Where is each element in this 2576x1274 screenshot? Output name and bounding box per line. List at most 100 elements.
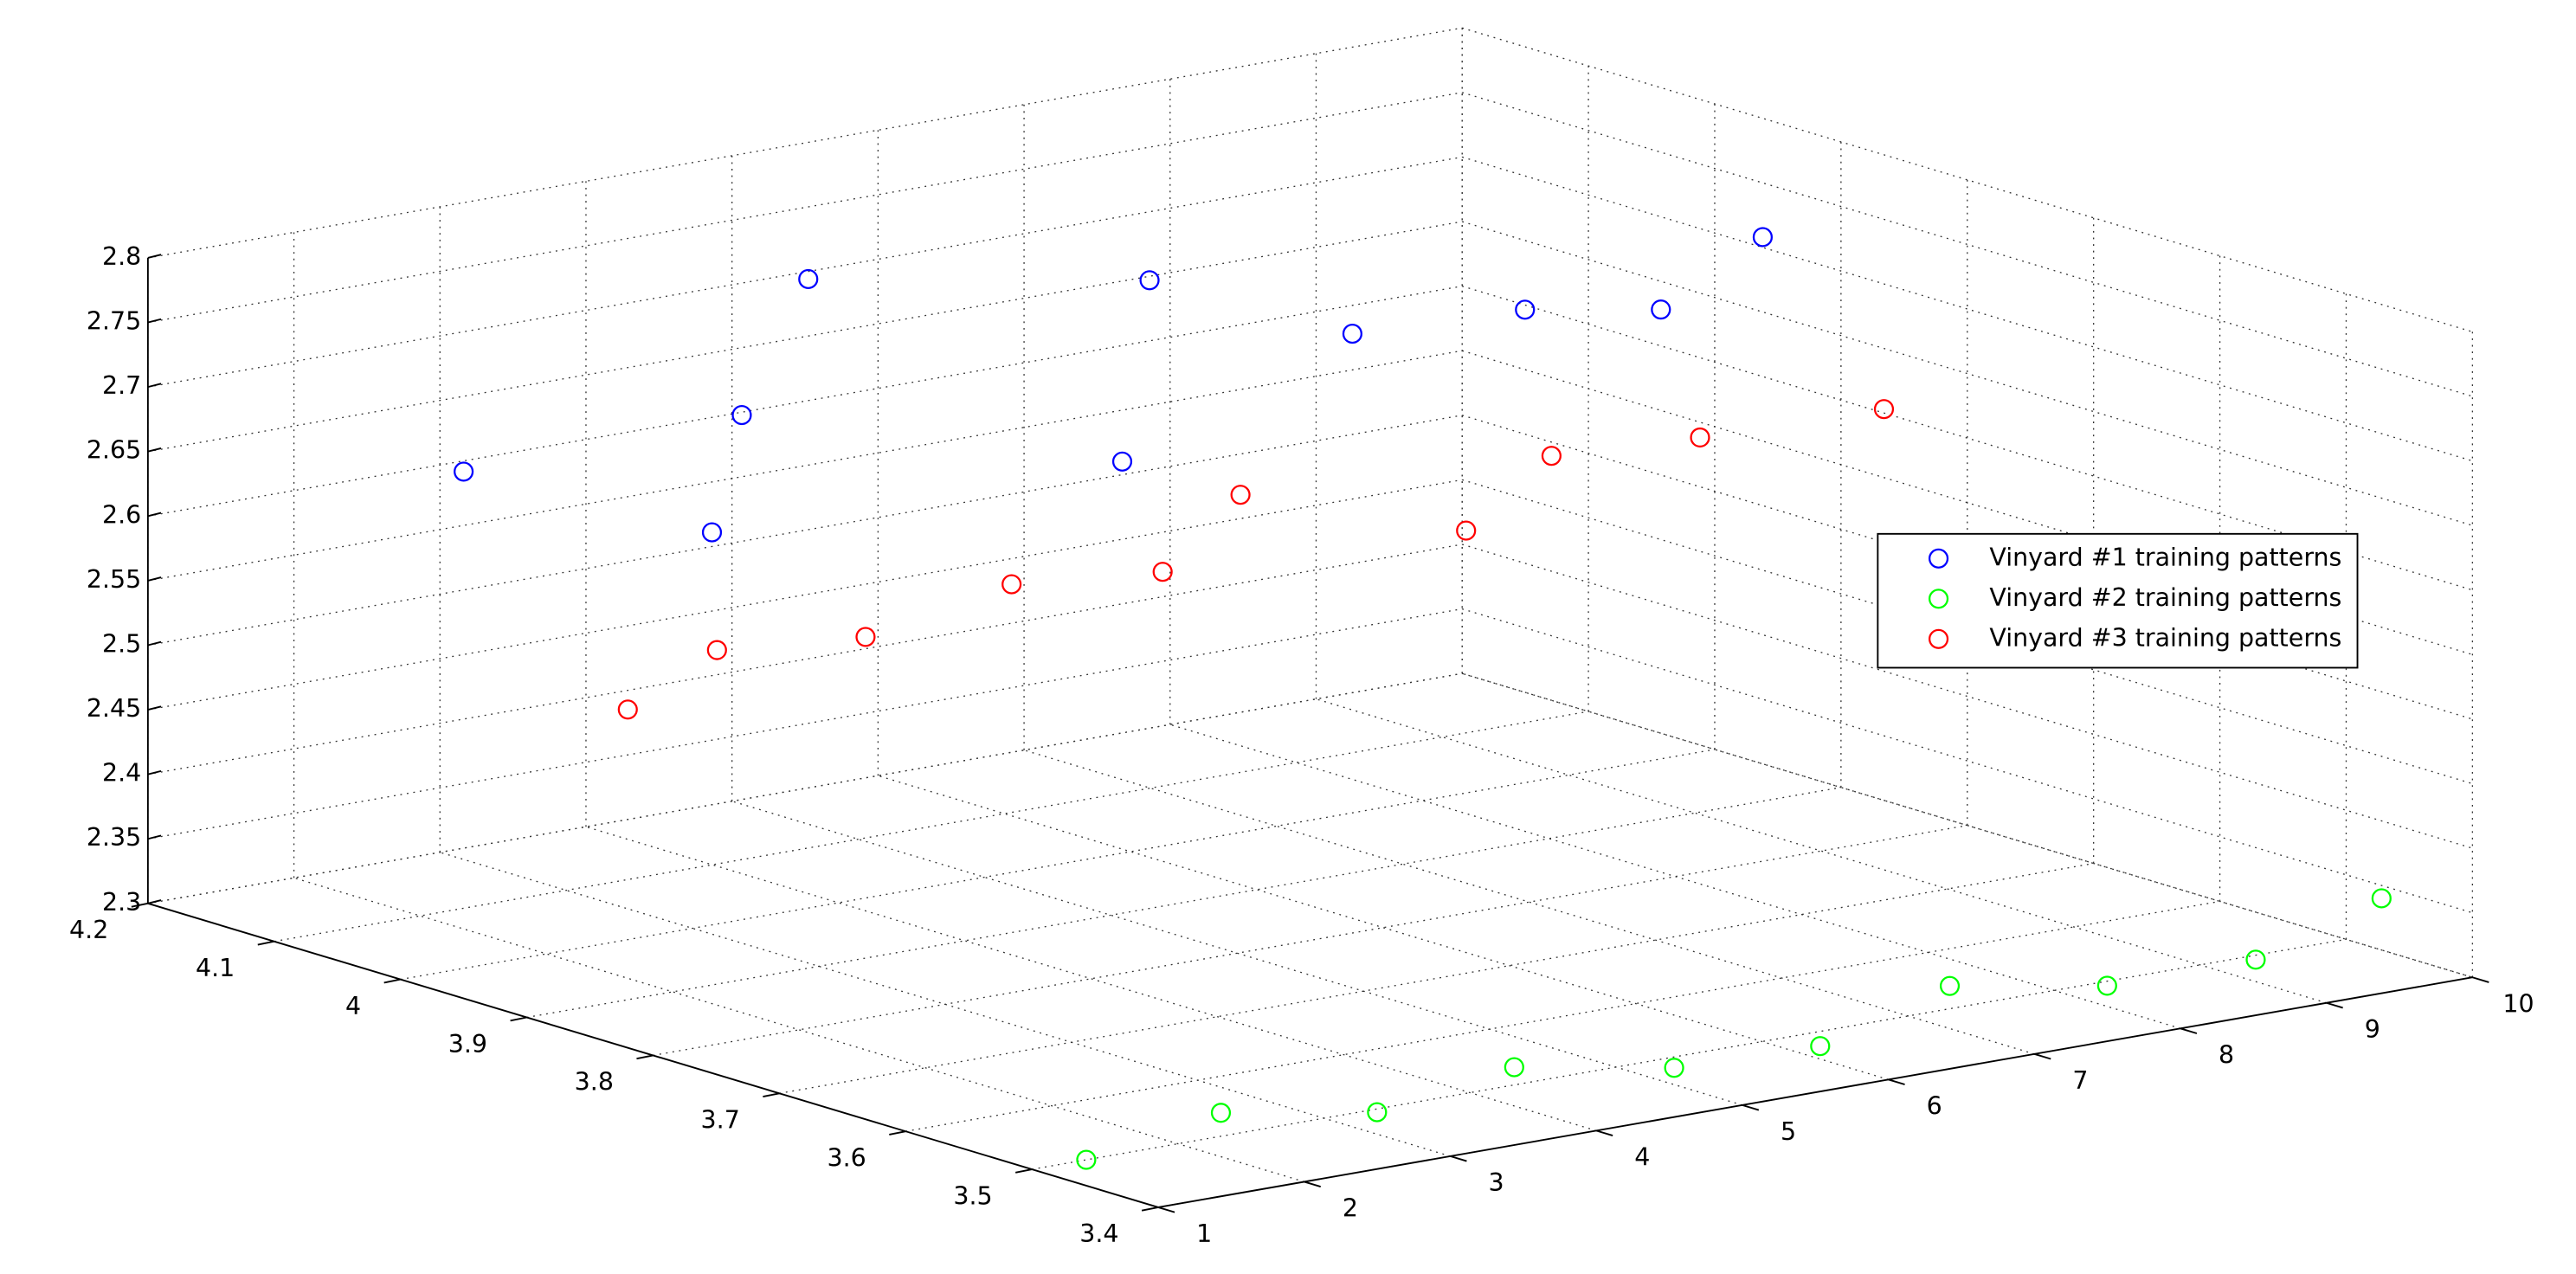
data-point (1139, 270, 1160, 291)
x-tick-label: 4 (1634, 1143, 1650, 1172)
data-point (701, 522, 723, 543)
data-point (617, 699, 638, 720)
grid-line (1461, 221, 2473, 526)
x-tick-label: 7 (2072, 1066, 2088, 1095)
x-tick-label: 2 (1343, 1194, 1358, 1223)
z-tick-label: 2.35 (87, 823, 141, 852)
data-point (454, 461, 474, 482)
z-tick-label: 2.6 (102, 500, 141, 529)
data-point (855, 627, 876, 647)
x-tick (1742, 1103, 1760, 1111)
x-tick-label: 1 (1196, 1219, 1212, 1248)
data-point (1456, 520, 1477, 541)
grid-line (147, 415, 1463, 647)
x-tick (1888, 1078, 1905, 1085)
grid-line (147, 350, 1463, 582)
grid-line (147, 544, 1463, 775)
legend-label: Vinyard #2 training patterns (1989, 583, 2341, 612)
y-tick-label: 3.6 (827, 1143, 866, 1172)
x-tick-label: 8 (2219, 1041, 2234, 1070)
x-tick (2034, 1052, 2051, 1060)
grid-line (653, 825, 1967, 1057)
z-tick-label: 2.4 (102, 759, 141, 788)
grid-line (147, 92, 1463, 324)
x-tick (1157, 1206, 1175, 1213)
grid-line (400, 749, 1716, 981)
data-point (2096, 975, 2117, 996)
z-tick (147, 640, 162, 647)
data-point (2371, 888, 2392, 909)
z-tick (147, 899, 162, 904)
grid-line (878, 775, 1889, 1080)
x-tick (1450, 1155, 1467, 1162)
z-tick-label: 2.55 (87, 565, 141, 594)
z-tick-label: 2.8 (102, 242, 141, 271)
grid-line (147, 608, 1463, 840)
y-tick (383, 978, 401, 984)
z-tick (147, 254, 162, 259)
data-point (1690, 427, 1710, 448)
legend-marker (1928, 628, 1949, 649)
x-axis (1157, 976, 2473, 1208)
z-tick-label: 2.65 (87, 436, 141, 465)
data-point (1752, 227, 1773, 248)
grid-line (585, 826, 1597, 1132)
x-tick-label: 3 (1489, 1168, 1504, 1197)
y-tick-label: 4 (345, 992, 361, 1020)
grid-line (526, 787, 1841, 1019)
grid-line (147, 27, 1463, 259)
x-tick (1595, 1129, 1613, 1136)
data-point (731, 404, 752, 426)
z-tick (147, 576, 162, 582)
grid-line (293, 877, 1304, 1183)
grid-line (147, 156, 1463, 388)
data-point (1541, 446, 1562, 466)
x-tick-label: 6 (1927, 1092, 1942, 1121)
z-tick (147, 834, 162, 840)
y-tick-label: 3.5 (953, 1181, 992, 1210)
z-tick (147, 705, 162, 711)
data-point (798, 268, 819, 290)
x-tick-label: 5 (1781, 1117, 1796, 1146)
x-tick (2180, 1027, 2198, 1034)
z-tick-label: 2.5 (102, 629, 141, 658)
x-tick (2472, 976, 2489, 983)
y-tick-label: 3.4 (1079, 1219, 1118, 1248)
y-tick (1015, 1168, 1033, 1174)
grid-line (147, 672, 1463, 904)
x-tick (1304, 1181, 1322, 1188)
grid-line (905, 900, 2220, 1132)
y-tick-label: 3.8 (575, 1068, 614, 1097)
data-point (1076, 1149, 1097, 1170)
legend-marker (1928, 548, 1949, 569)
data-point (1210, 1103, 1232, 1123)
data-point (1001, 574, 1022, 595)
grid-line (1023, 750, 2035, 1055)
z-tick (147, 318, 162, 324)
grid-line (1461, 156, 2473, 462)
y-tick (636, 1054, 654, 1060)
y-tick-label: 3.7 (701, 1106, 740, 1135)
y-tick-label: 4.1 (196, 954, 235, 982)
data-point (1152, 562, 1173, 582)
grid-line (147, 285, 1463, 517)
y-tick (257, 940, 274, 946)
x-tick-label: 10 (2502, 990, 2534, 1019)
data-point (1939, 975, 1961, 996)
x-tick-label: 9 (2365, 1015, 2380, 1044)
z-tick (147, 512, 162, 518)
y-tick (889, 1130, 906, 1136)
legend: Vinyard #1 training patterns Vinyard #2 t… (1877, 532, 2359, 669)
y-tick (510, 1016, 527, 1022)
grid-line (1316, 698, 2327, 1004)
z-tick-label: 2.7 (102, 371, 141, 400)
data-point (1810, 1036, 1831, 1057)
data-point (1111, 451, 1133, 472)
z-tick (147, 769, 162, 775)
legend-label: Vinyard #1 training patterns (1989, 543, 2341, 571)
legend-box (1877, 532, 2359, 669)
grid-line (274, 711, 1589, 943)
grid-line (1032, 938, 2347, 1170)
